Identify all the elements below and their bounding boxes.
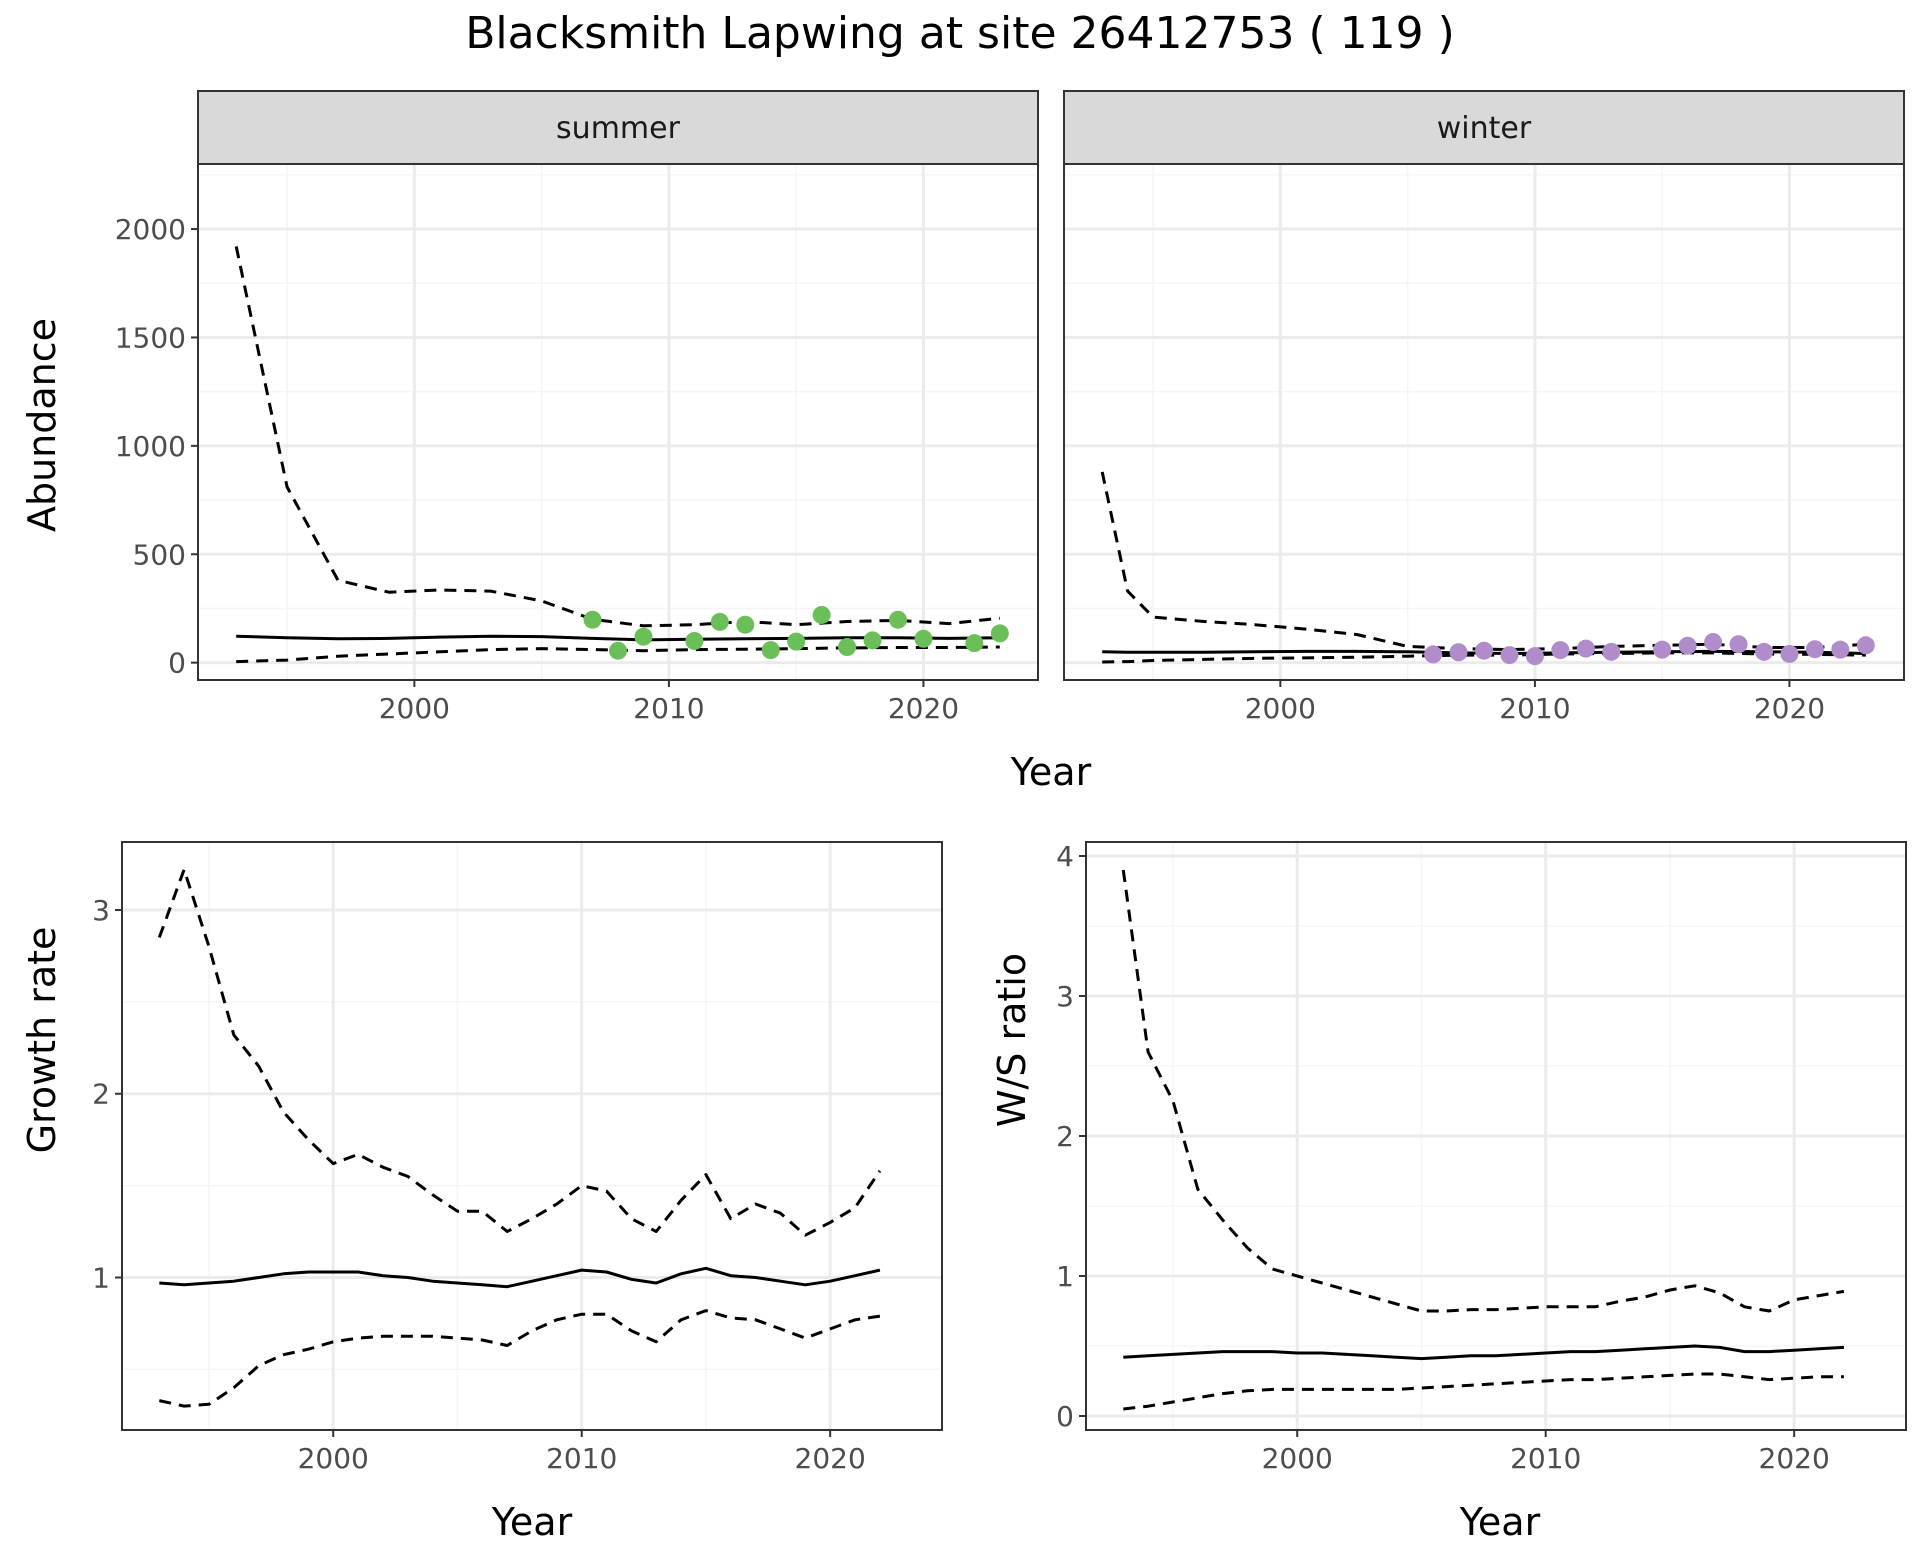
data-point	[965, 634, 984, 653]
x-tick-label: 2000	[1245, 692, 1316, 725]
data-point	[1500, 646, 1519, 665]
data-point	[736, 615, 755, 634]
ratio-y-axis-label: W/S ratio	[990, 953, 1034, 1127]
data-point	[1780, 644, 1799, 663]
x-tick-label: 2010	[1510, 1442, 1581, 1475]
estimate-line	[1123, 1344, 1844, 1361]
x-tick-label: 2020	[888, 692, 959, 725]
growth-y-axis-label: Growth rate	[20, 927, 64, 1154]
ratio-panel: 2000 2010 2020 0 1 2 3 4 W/S ratio Year	[990, 840, 1907, 1544]
y-tick-label: 3	[1056, 980, 1074, 1013]
data-point	[685, 631, 704, 650]
data-point	[787, 632, 806, 651]
data-point	[1424, 645, 1443, 664]
data-point	[1856, 636, 1875, 655]
lower-bound-line	[158, 1309, 881, 1408]
data-point	[914, 629, 933, 648]
facet-strip-label: summer	[556, 111, 681, 146]
data-point	[863, 631, 882, 650]
data-point	[1729, 635, 1748, 654]
y-tick-label: 1	[92, 1261, 110, 1294]
data-point	[1755, 642, 1773, 661]
data-point	[634, 627, 653, 646]
y-tick-label: 500	[133, 538, 186, 571]
facet-strip	[1063, 90, 1905, 165]
lower-bound-line	[1123, 1372, 1844, 1411]
data-point	[990, 624, 1009, 643]
growth-x-axis-label: Year	[491, 1500, 573, 1544]
lower-bound-line	[1102, 651, 1866, 664]
estimate-line	[159, 1266, 881, 1289]
data-point	[1602, 642, 1621, 661]
data-point	[1805, 640, 1824, 659]
data-point	[1449, 643, 1468, 662]
plot-background	[1064, 164, 1904, 680]
growth-panel: 2000 2010 2020 1 2 3 Growth rate Year	[20, 841, 943, 1544]
data-point	[1704, 633, 1723, 652]
data-point	[609, 641, 627, 660]
data-point	[1653, 640, 1672, 659]
abundance-x-axis-label: Year	[1010, 750, 1092, 794]
x-tick-label: 2010	[1499, 692, 1570, 725]
y-tick-label: 0	[1056, 1400, 1074, 1433]
data-point	[583, 610, 602, 629]
chart-title: Blacksmith Lapwing at site 26412753 ( 11…	[465, 8, 1454, 59]
y-tick-label: 1000	[115, 430, 186, 463]
plot-background	[122, 842, 942, 1430]
facet-winter: 2000 2010 2020 winter	[1063, 90, 1905, 725]
facet-strip	[197, 90, 1039, 165]
data-point	[710, 612, 729, 631]
growth-plot-area: 2000 2010 2020 1 2 3	[92, 841, 943, 1475]
data-point	[1551, 641, 1570, 660]
x-tick-label: 2000	[1262, 1442, 1333, 1475]
x-tick-label: 2020	[1754, 692, 1825, 725]
x-tick-label: 2010	[546, 1442, 617, 1475]
y-tick-label: 3	[92, 894, 110, 927]
data-point	[1678, 636, 1697, 655]
x-tick-label: 2000	[379, 692, 450, 725]
y-tick-label: 0	[168, 647, 186, 680]
data-point	[838, 638, 857, 657]
upper-bound-line	[1121, 869, 1845, 1313]
y-tick-label: 1	[1056, 1260, 1074, 1293]
ratio-x-axis-label: Year	[1459, 1500, 1541, 1544]
x-tick-label: 2020	[795, 1442, 866, 1475]
y-tick-label: 2	[1056, 1120, 1074, 1153]
data-point	[1475, 641, 1493, 660]
data-point	[1831, 640, 1850, 659]
y-tick-label: 2	[92, 1078, 110, 1111]
y-tick-label: 1500	[115, 321, 186, 354]
x-tick-label: 2000	[298, 1442, 369, 1475]
facet-strip-label: winter	[1437, 111, 1532, 146]
upper-bound-line	[157, 868, 882, 1237]
abundance-y-axis-label: Abundance	[20, 318, 64, 532]
data-point	[812, 605, 831, 624]
ratio-plot-area: 2000 2010 2020 0 1 2 3 4	[1056, 840, 1907, 1475]
panel-border	[121, 841, 943, 1431]
y-tick-label: 4	[1056, 840, 1074, 873]
data-point	[889, 610, 907, 629]
x-tick-label: 2020	[1759, 1442, 1830, 1475]
x-tick-label: 2010	[633, 692, 704, 725]
data-point	[1525, 647, 1544, 666]
y-tick-label: 2000	[115, 213, 186, 246]
plot-background	[198, 164, 1038, 680]
data-point	[1576, 639, 1595, 658]
facet-summer: 2000 2010 2020 0 500 1000 1500 2000 summer	[115, 90, 1039, 725]
data-point	[761, 641, 780, 660]
